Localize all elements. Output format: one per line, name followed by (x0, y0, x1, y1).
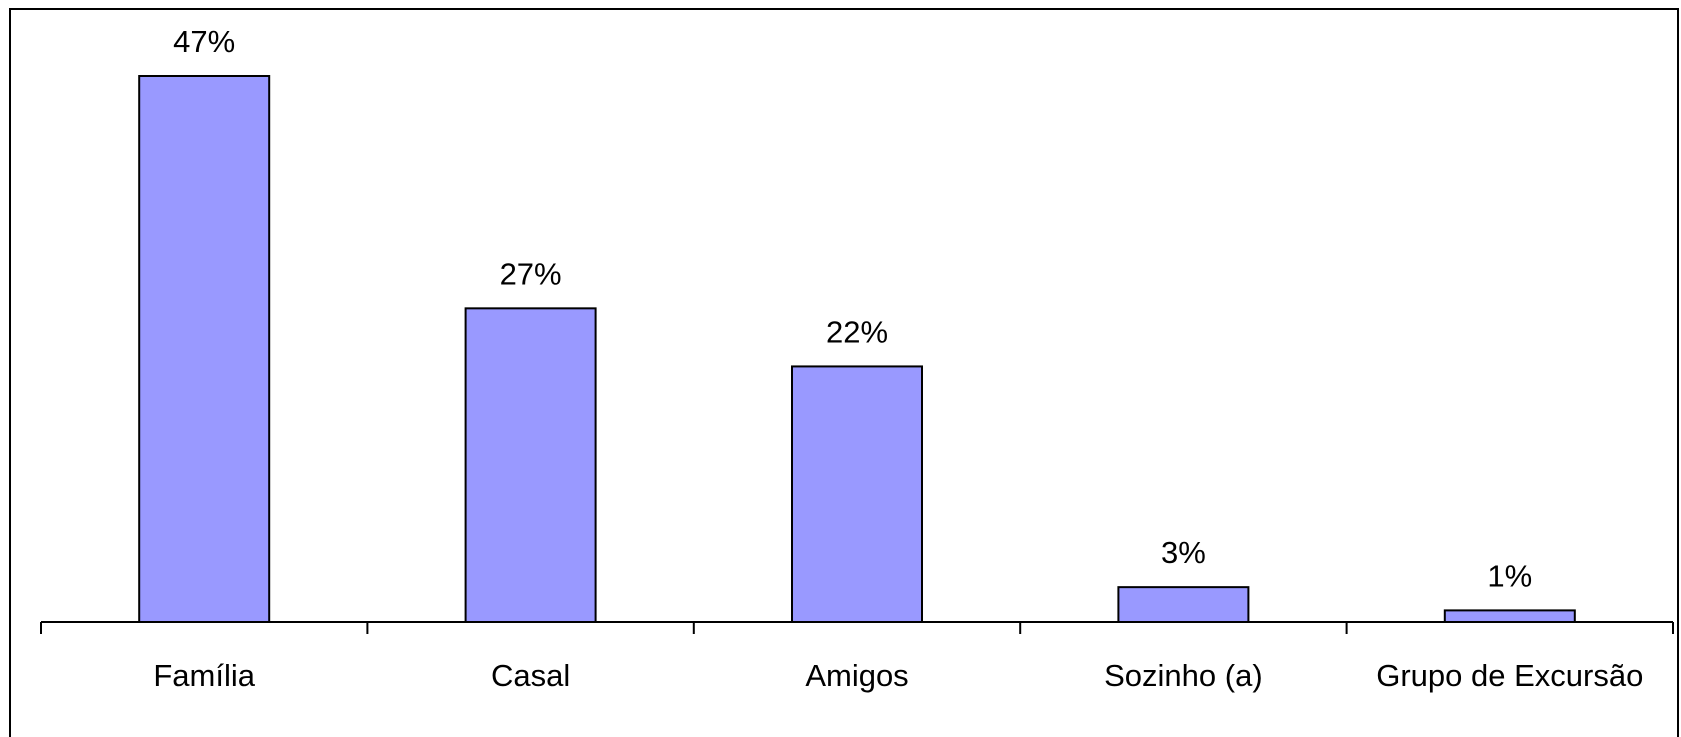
x-tick-label: Grupo de Excursão (1376, 658, 1643, 693)
bar (1443, 609, 1576, 624)
bar (138, 75, 271, 623)
chart-frame (9, 8, 1679, 737)
bar (791, 365, 923, 623)
value-label: 27% (500, 256, 562, 291)
bar (464, 307, 597, 623)
x-tick-label: Sozinho (a) (1104, 658, 1263, 693)
value-label: 3% (1161, 535, 1206, 570)
value-label: 1% (1487, 558, 1532, 593)
bar (1117, 586, 1250, 623)
x-tick-label: Casal (491, 658, 570, 693)
value-label: 22% (826, 314, 888, 349)
x-tick-label: Família (153, 658, 255, 693)
x-tick-label: Amigos (805, 658, 908, 693)
value-label: 47% (173, 24, 235, 59)
